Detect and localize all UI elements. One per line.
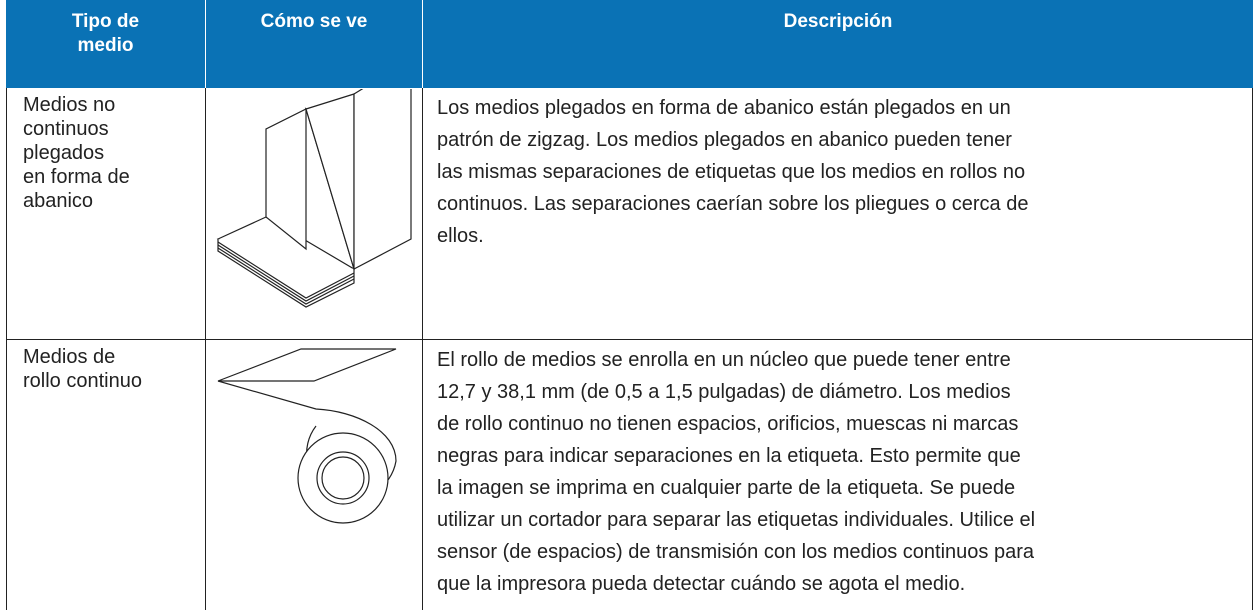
header-cell: Descripción [422, 0, 1253, 88]
text-line: Descripción [783, 11, 893, 32]
image-cell [205, 88, 422, 340]
text-cell: Medios de rollo continuo [6, 340, 205, 610]
text-line: Tipo de [71, 11, 140, 32]
text-line: plegados [23, 142, 105, 164]
fanfold-illustration [216, 89, 412, 308]
text-line: en forma de [23, 166, 130, 188]
text-line: continuos. Las separaciones caerían sobr… [437, 193, 1029, 215]
text-line: rollo continuo [23, 370, 142, 392]
text-line: medio [77, 35, 134, 56]
header-cell: Cómo se ve [205, 0, 422, 88]
text-line: El rollo de medios se enrolla en un núcl… [437, 349, 1011, 371]
text-line: continuos [23, 118, 109, 140]
roll-illustration [217, 348, 397, 524]
text-line: las mismas separaciones de etiquetas que… [437, 161, 1026, 183]
text-line: patrón de zigzag. Los medios plegados en… [437, 129, 1012, 151]
text-line: de rollo continuo no tienen espacios, or… [437, 413, 1019, 435]
text-cell: El rollo de medios se enrolla en un núcl… [422, 340, 1253, 610]
text-line: abanico [23, 190, 94, 212]
text-line: Medios de [23, 346, 116, 368]
text-line: utilizar un cortador para separar las et… [437, 509, 1036, 531]
text-line: sensor (de espacios) de transmisión con … [437, 541, 1034, 563]
header-cell: Tipo de medio [6, 0, 205, 88]
text-line: 12,7 y 38,1 mm (de 0,5 a 1,5 pulgadas) d… [437, 381, 1011, 403]
text-line: Los medios plegados en forma de abanico … [437, 97, 1011, 119]
text-line: Medios no [23, 94, 116, 116]
text-line: que la impresora pueda detectar cuándo s… [437, 573, 966, 595]
text-cell: Los medios plegados en forma de abanico … [422, 88, 1253, 340]
image-cell [205, 340, 422, 610]
text-line: la imagen se imprima en cualquier parte … [437, 477, 1016, 499]
text-cell: Medios no continuos plegados en forma de aba… [6, 88, 205, 340]
text-line: Cómo se ve [260, 11, 368, 32]
text-line: ellos. [437, 225, 484, 247]
text-line: negras para indicar separaciones en la e… [437, 445, 1021, 467]
